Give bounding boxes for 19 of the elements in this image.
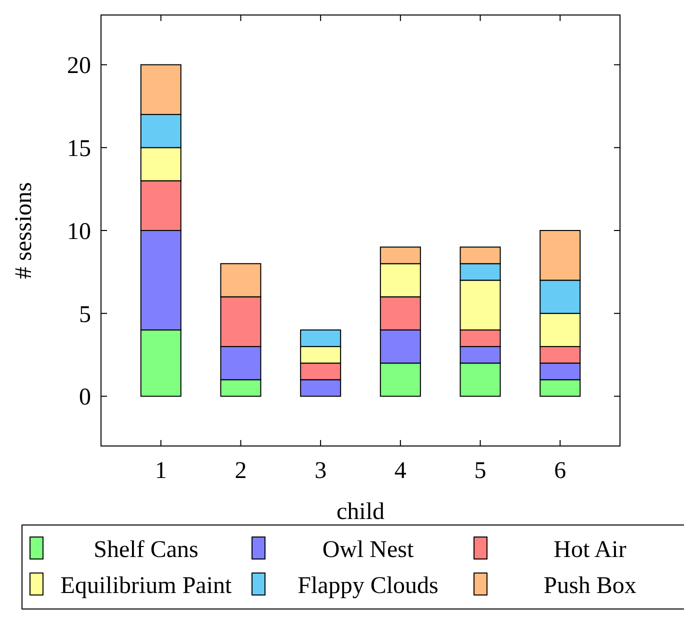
y-tick-label: 10 — [67, 218, 91, 245]
y-tick-label: 15 — [67, 136, 91, 162]
x-tick-label: 1 — [154, 458, 167, 484]
x-tick-label: 6 — [554, 458, 566, 484]
x-tick-label: 2 — [234, 458, 247, 484]
x-tick-label: 4 — [394, 458, 406, 484]
legend-label: Owl Nest — [322, 537, 414, 563]
x-tick-label: 5 — [474, 458, 486, 484]
y-tick-label: 0 — [79, 384, 91, 411]
text: Hot Air — [554, 537, 626, 563]
legend-label: Flappy Clouds — [298, 573, 438, 599]
y-axis-title: # sessions — [11, 182, 37, 279]
legend-label: Equilibrium Paint — [60, 573, 232, 599]
legend-label: Push Box — [544, 573, 636, 599]
legend-label: Shelf Cans — [94, 537, 198, 563]
y-tick-label: 5 — [79, 302, 91, 328]
x-axis-title: child — [336, 499, 384, 525]
y-tick-label: 20 — [67, 53, 91, 80]
x-tick-label: 3 — [314, 458, 327, 484]
